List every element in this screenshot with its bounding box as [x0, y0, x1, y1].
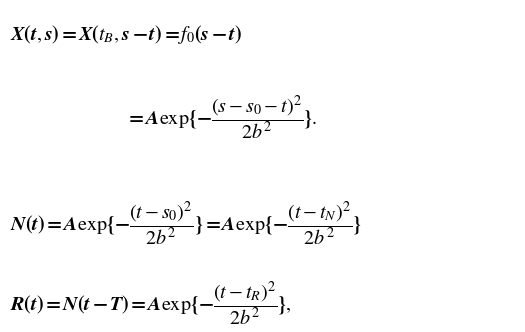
Text: $\boldsymbol{R(t) = N(t-T) = A\mathrm{exp}\{-\dfrac{(t-t_R)^2}{2b^2}\},}$: $\boldsymbol{R(t) = N(t-T) = A\mathrm{ex…	[10, 279, 292, 328]
Text: $\boldsymbol{= A\mathrm{exp}\{-\dfrac{(s-s_0-t)^2}{2b^2}\}.}$: $\boldsymbol{= A\mathrm{exp}\{-\dfrac{(s…	[126, 93, 317, 142]
Text: $\boldsymbol{X(t,s) = X(t_B,s-t) = f_0(s-t)}$: $\boldsymbol{X(t,s) = X(t_B,s-t) = f_0(s…	[10, 23, 242, 46]
Text: $\boldsymbol{N(t) = A\mathrm{exp}\{-\dfrac{(t-s_0)^2}{2b^2}\} = A\mathrm{exp}\{-: $\boldsymbol{N(t) = A\mathrm{exp}\{-\dfr…	[10, 199, 363, 248]
